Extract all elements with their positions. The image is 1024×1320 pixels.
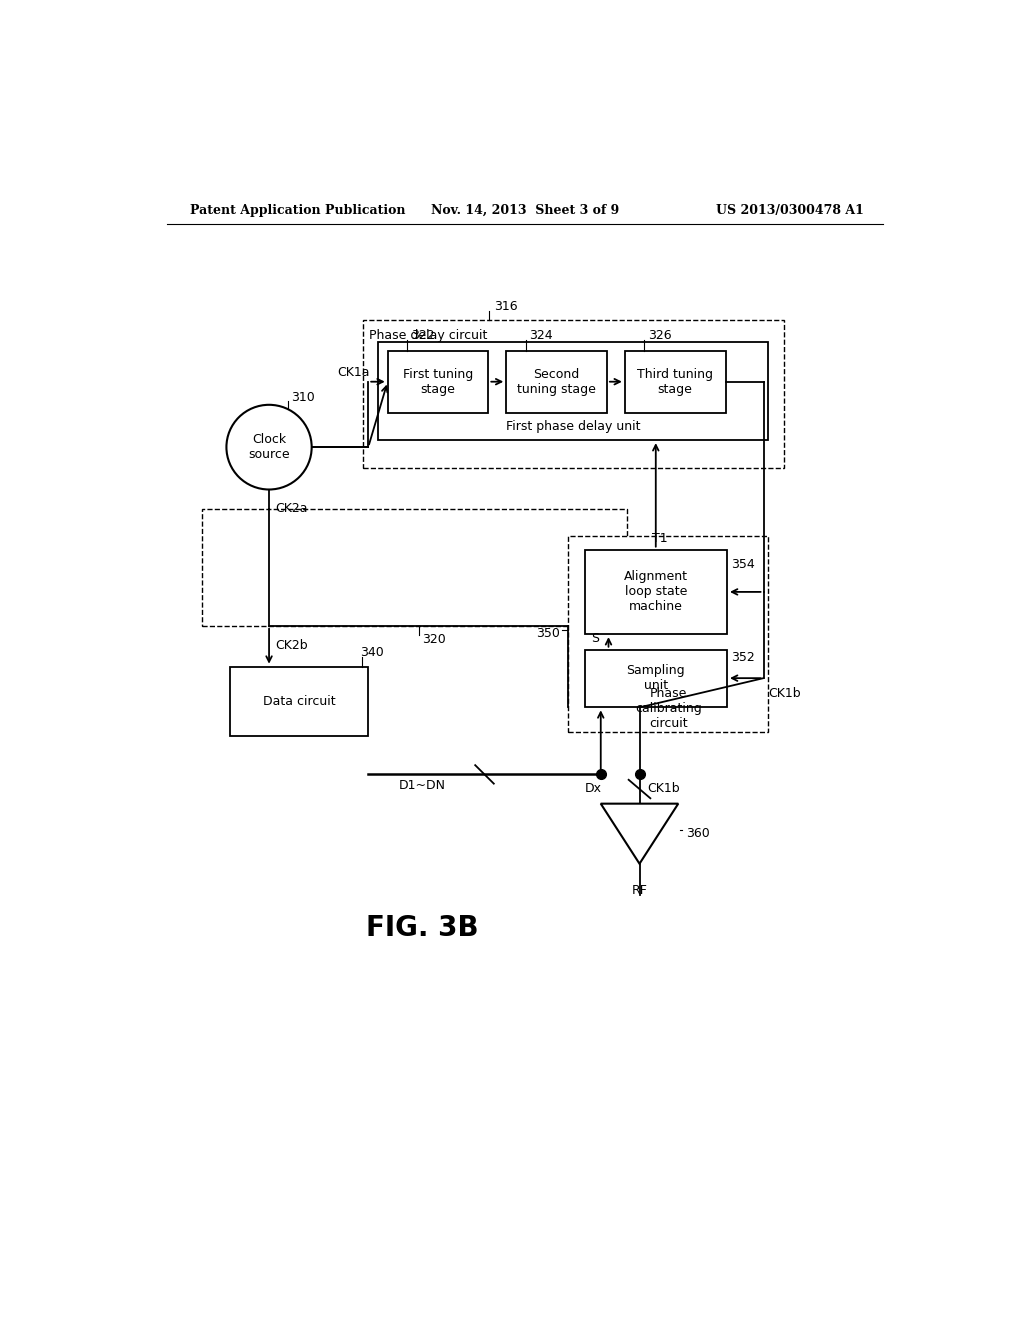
Text: First tuning
stage: First tuning stage bbox=[402, 368, 473, 396]
Bar bbox=[586, 549, 727, 635]
Bar bbox=[378, 342, 768, 441]
Text: RF: RF bbox=[632, 884, 647, 898]
Text: D1~DN: D1~DN bbox=[399, 779, 446, 792]
Text: Dx: Dx bbox=[585, 781, 601, 795]
Text: 316: 316 bbox=[494, 300, 517, 313]
Bar bbox=[586, 649, 727, 708]
Text: CK2a: CK2a bbox=[275, 502, 308, 515]
Text: CK1a: CK1a bbox=[337, 366, 370, 379]
Text: Clock
source: Clock source bbox=[248, 433, 290, 461]
Text: 352: 352 bbox=[731, 651, 755, 664]
Text: 320: 320 bbox=[423, 634, 446, 647]
Bar bbox=[625, 351, 726, 412]
Text: 322: 322 bbox=[411, 329, 434, 342]
Text: Data circuit: Data circuit bbox=[263, 694, 336, 708]
Polygon shape bbox=[601, 804, 678, 863]
Text: 310: 310 bbox=[291, 391, 314, 404]
Text: Patent Application Publication: Patent Application Publication bbox=[190, 205, 406, 218]
Text: Alignment
loop state
machine: Alignment loop state machine bbox=[624, 570, 688, 614]
Text: 324: 324 bbox=[529, 329, 553, 342]
Bar bbox=[388, 351, 488, 412]
Text: Phase
calibrating
circuit: Phase calibrating circuit bbox=[635, 688, 701, 730]
Text: CK1b: CK1b bbox=[647, 781, 680, 795]
Bar bbox=[362, 321, 783, 469]
Text: Phase delay circuit: Phase delay circuit bbox=[369, 329, 487, 342]
Text: 354: 354 bbox=[731, 558, 755, 572]
Bar bbox=[230, 667, 369, 737]
Text: 350: 350 bbox=[536, 627, 559, 640]
Text: FIG. 3B: FIG. 3B bbox=[367, 915, 479, 942]
Text: Nov. 14, 2013  Sheet 3 of 9: Nov. 14, 2013 Sheet 3 of 9 bbox=[431, 205, 618, 218]
Text: Second
tuning stage: Second tuning stage bbox=[517, 368, 596, 396]
Bar bbox=[203, 508, 627, 626]
Text: CK2b: CK2b bbox=[275, 639, 308, 652]
Text: First phase delay unit: First phase delay unit bbox=[506, 420, 640, 433]
Bar bbox=[568, 536, 768, 733]
Text: 360: 360 bbox=[686, 828, 710, 841]
Text: Third tuning
stage: Third tuning stage bbox=[637, 368, 713, 396]
Text: 340: 340 bbox=[360, 647, 384, 659]
Circle shape bbox=[226, 405, 311, 490]
Text: CK1b: CK1b bbox=[768, 686, 801, 700]
Text: 326: 326 bbox=[648, 329, 672, 342]
Text: Sampling
unit: Sampling unit bbox=[627, 664, 685, 692]
Text: S: S bbox=[592, 631, 599, 644]
Text: T1: T1 bbox=[652, 532, 668, 545]
Bar bbox=[506, 351, 607, 412]
Text: US 2013/0300478 A1: US 2013/0300478 A1 bbox=[717, 205, 864, 218]
